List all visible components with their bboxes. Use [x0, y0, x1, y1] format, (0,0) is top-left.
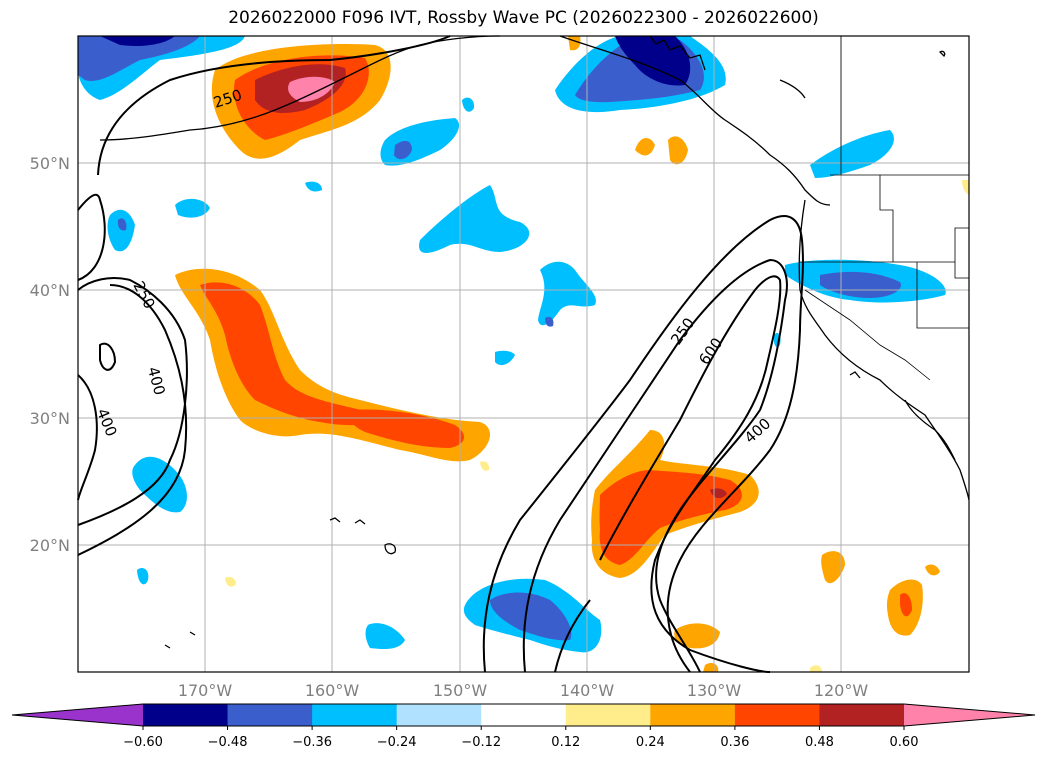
negative-anomaly-blob [100, 36, 175, 46]
colorbar-bin [312, 704, 398, 726]
negative-anomaly-blob [615, 36, 691, 86]
lon-label: 130°W [687, 681, 742, 700]
colorbar-tick-label: −0.12 [461, 735, 501, 750]
map-title: 2026022000 F096 IVT, Rossby Wave PC (202… [228, 8, 819, 28]
positive-anomaly-blob [288, 76, 335, 102]
positive-anomaly-blob [925, 564, 940, 576]
negative-anomaly-blob [419, 185, 530, 254]
negative-anomaly-blob [365, 623, 405, 650]
negative-anomaly-blob [538, 261, 596, 326]
lat-label: 20°N [30, 536, 70, 555]
lat-label: 40°N [30, 281, 70, 300]
lat-label: 50°N [30, 154, 70, 173]
colorbar-tick-label: 0.12 [551, 735, 580, 750]
colorbar-tick-label: −0.60 [123, 735, 163, 750]
positive-anomaly-blob [900, 593, 912, 617]
positive-anomaly-blob [200, 282, 395, 426]
positive-anomaly-blob [674, 623, 720, 649]
positive-anomaly-blob [480, 461, 490, 471]
longitude-labels: 170°W 160°W 150°W 140°W 130°W 120°W [178, 681, 869, 700]
negative-anomaly-blob [305, 181, 322, 192]
negative-anomaly-blob [394, 140, 412, 160]
colorbar-bin [565, 704, 651, 726]
colorbar-tick-label: 0.24 [636, 735, 665, 750]
positive-anomaly-blob [348, 409, 465, 448]
colorbar-bin [143, 704, 229, 726]
colorbar-bin [227, 704, 313, 726]
lon-label: 150°W [433, 681, 488, 700]
negative-anomaly-blob [107, 209, 135, 252]
positive-anomaly-blob [635, 138, 655, 156]
negative-anomaly-blob [137, 568, 149, 585]
lat-label: 30°N [30, 409, 70, 428]
positive-anomaly-blob [962, 180, 969, 195]
gridlines [78, 36, 969, 672]
negative-anomaly-blob [78, 36, 200, 81]
positive-anomaly-blob [821, 551, 845, 584]
colorbar-bin [481, 704, 567, 726]
negative-anomaly-blob [495, 350, 515, 366]
colorbar-bin [734, 704, 820, 726]
positive-anomaly-blob [599, 470, 742, 565]
lon-label: 170°W [178, 681, 233, 700]
colorbar-bin [650, 704, 736, 726]
colorbar-tick-label: 0.36 [720, 735, 749, 750]
borders [800, 36, 970, 381]
colorbar-extend-low [12, 704, 143, 726]
colorbar-tick-label: 0.48 [805, 735, 834, 750]
lon-label: 160°W [305, 681, 360, 700]
contours [77, 35, 804, 673]
colorbar-extend-high [904, 704, 1035, 726]
negative-anomaly-blob [820, 271, 901, 298]
colorbar-tick-label: −0.36 [292, 735, 332, 750]
map-frame [77, 35, 970, 673]
positive-anomaly-blob [810, 665, 822, 672]
negative-anomaly-blob [132, 456, 187, 513]
positive-anomaly-blob [668, 136, 688, 165]
colorbar-tick-label: −0.48 [208, 735, 248, 750]
colorbar: −0.60 −0.48 −0.36 −0.24 −0.12 0.12 0.24 0.36 0.4… [11, 703, 1036, 750]
negative-anomaly-blob [545, 316, 554, 327]
lon-label: 140°W [560, 681, 615, 700]
negative-anomaly-blob [175, 198, 210, 218]
shaded-regions [78, 36, 969, 672]
colorbar-tick-label: 0.60 [890, 735, 919, 750]
lon-label: 120°W [814, 681, 869, 700]
negative-anomaly-blob [810, 130, 894, 178]
colorbar-tick-label: −0.24 [377, 735, 417, 750]
colorbar-bin [396, 704, 482, 726]
negative-anomaly-blob [462, 97, 475, 112]
map-panel: 250 250 400 400 250 600 400 [77, 35, 970, 673]
latitude-labels: 50°N 40°N 30°N 20°N [30, 154, 70, 555]
negative-anomaly-blob [117, 218, 127, 231]
colorbar-bin [819, 704, 905, 726]
positive-anomaly-blob [225, 576, 236, 587]
negative-anomaly-blob [490, 592, 572, 641]
